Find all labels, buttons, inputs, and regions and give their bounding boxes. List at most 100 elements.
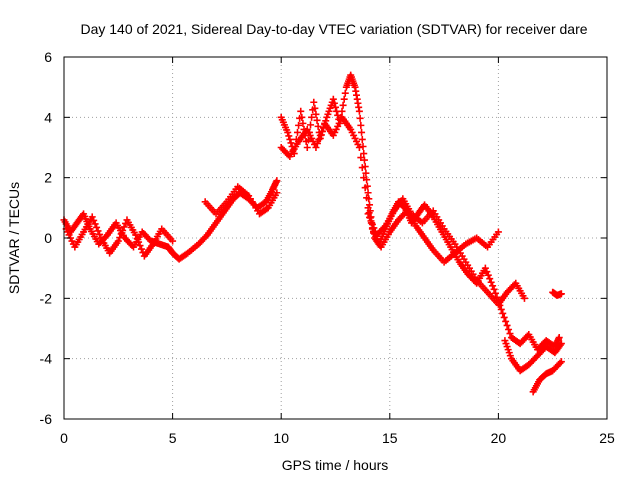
data-point [358, 135, 366, 143]
y-tick-label: 2 [44, 170, 52, 186]
data-point [318, 127, 326, 135]
data-point [500, 313, 508, 321]
data-point [95, 230, 103, 238]
data-point [340, 95, 348, 103]
data-point [120, 223, 128, 231]
data-point [502, 317, 510, 325]
data-layer [60, 71, 565, 396]
data-point [338, 107, 346, 115]
data-point [263, 205, 271, 213]
data-point [102, 232, 110, 240]
data-point [555, 334, 563, 342]
data-point [506, 330, 514, 338]
y-axis-label: SDTVAR / TECUs [6, 182, 22, 294]
data-track [364, 195, 528, 308]
data-point [312, 144, 320, 151]
data-point [339, 101, 347, 109]
data-point [114, 237, 122, 245]
data-point [359, 142, 367, 150]
data-point [295, 121, 303, 129]
data-track [62, 213, 177, 260]
data-point [329, 95, 337, 103]
data-point [557, 358, 565, 366]
data-point [293, 128, 301, 136]
data-point [273, 189, 281, 197]
data-point [298, 113, 306, 121]
data-point [310, 98, 318, 106]
data-point [364, 204, 372, 212]
data-point [368, 220, 376, 228]
tick-layer: 0 5 10 15 20 25 -6 -4 -2 0 2 4 6 [40, 49, 615, 446]
x-tick-label: 5 [169, 430, 177, 446]
data-point [489, 282, 497, 290]
data-point [285, 132, 293, 140]
data-track [529, 358, 565, 396]
data-point [287, 139, 295, 147]
data-track [201, 183, 281, 218]
y-tick-label: -4 [40, 351, 53, 367]
data-point [556, 359, 564, 367]
data-point [520, 294, 528, 302]
data-point [499, 309, 507, 317]
data-point [132, 231, 140, 239]
data-point [483, 268, 491, 276]
data-point [313, 139, 321, 147]
data-point [481, 264, 489, 272]
data-point [358, 128, 366, 136]
data-point [133, 235, 141, 243]
x-tick-label: 10 [273, 430, 289, 446]
data-point [88, 213, 96, 221]
data-point [380, 223, 388, 231]
data-point [135, 238, 143, 246]
data-point [503, 321, 511, 329]
y-tick-label: 4 [44, 109, 52, 125]
data-point [492, 289, 500, 297]
data-point [116, 233, 124, 241]
data-point [362, 169, 370, 177]
data-point [119, 226, 127, 234]
data-point [91, 220, 99, 228]
y-tick-label: -6 [40, 411, 53, 427]
data-point [136, 242, 144, 250]
x-tick-label: 0 [60, 430, 68, 446]
data-point [311, 104, 319, 112]
data-point [303, 144, 311, 151]
data-point [299, 119, 307, 127]
data-point [484, 271, 492, 279]
data-point [363, 194, 371, 202]
data-point [364, 210, 372, 218]
data-point [273, 177, 281, 185]
data-point [316, 131, 324, 139]
data-track [277, 71, 563, 354]
data-point [202, 232, 210, 240]
data-point [505, 326, 513, 334]
data-point [364, 189, 372, 197]
data-point [284, 128, 292, 136]
data-point [361, 184, 369, 192]
data-point [494, 228, 502, 236]
data-point [355, 107, 363, 115]
data-point [556, 341, 564, 349]
data-point [370, 224, 378, 232]
data-point [358, 164, 366, 172]
data-point [367, 217, 375, 225]
data-point [169, 237, 177, 245]
data-point [557, 290, 565, 298]
data-track [501, 337, 565, 375]
data-point [93, 223, 101, 231]
data-point [117, 230, 125, 238]
data-point [366, 213, 374, 221]
x-tick-label: 20 [491, 430, 507, 446]
y-tick-label: -2 [40, 290, 53, 306]
data-point [315, 135, 323, 143]
data-point [557, 340, 565, 348]
data-point [312, 110, 320, 118]
data-point [308, 113, 316, 121]
data-point [297, 107, 305, 115]
data-track [549, 288, 565, 299]
data-point [355, 144, 363, 151]
data-point [314, 122, 322, 130]
x-axis-label: GPS time / hours [282, 457, 389, 473]
data-point [360, 150, 368, 158]
chart-title: Day 140 of 2021, Sidereal Day-to-day VTE… [80, 21, 587, 37]
